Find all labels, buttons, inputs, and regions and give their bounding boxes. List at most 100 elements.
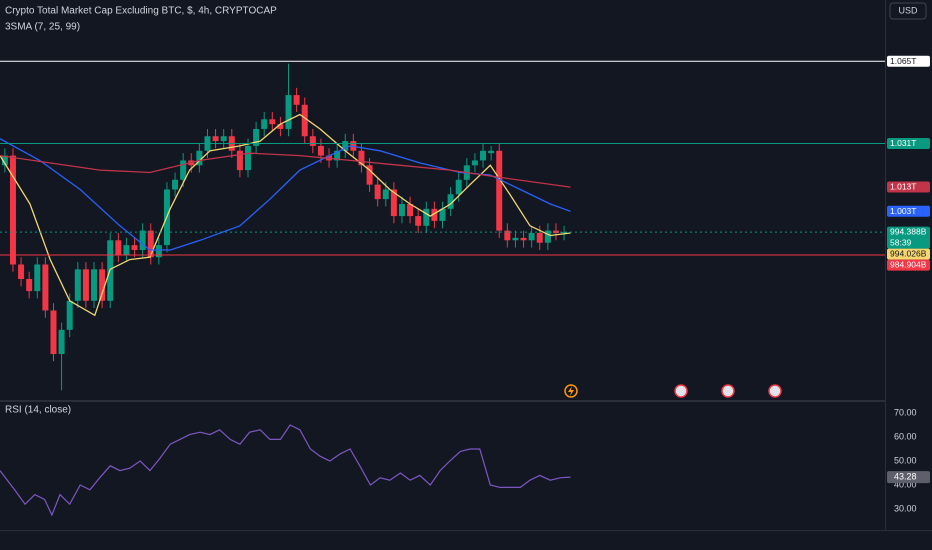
candle-body	[301, 104, 308, 137]
candle-body	[26, 279, 33, 292]
y-tick-label: 70.00	[894, 407, 917, 417]
rsi-value-box	[887, 471, 930, 484]
candle-body	[172, 179, 179, 190]
candle-body	[212, 136, 219, 142]
moving-average	[0, 152, 571, 188]
event-icon[interactable]	[564, 384, 578, 398]
candle-body	[512, 237, 519, 241]
candle-body	[342, 141, 349, 151]
y-tick-label: 60.00	[894, 431, 917, 441]
chart-title: Crypto Total Market Cap Excluding BTC, $…	[5, 6, 277, 17]
candle-body	[18, 264, 25, 280]
event-icons	[564, 384, 782, 398]
candle-body	[74, 269, 81, 301]
candle-body	[431, 208, 438, 221]
candle-body	[91, 269, 98, 301]
rsi-title: RSI (14, close)	[5, 405, 71, 416]
event-icon[interactable]	[768, 384, 782, 398]
candle-body	[50, 310, 57, 355]
event-icon[interactable]	[674, 384, 688, 398]
candle-body	[293, 95, 300, 105]
candle-body	[520, 237, 527, 241]
event-icon[interactable]	[721, 384, 735, 398]
moving-average	[0, 138, 571, 251]
candle-body	[366, 165, 373, 185]
price-label-box	[887, 181, 930, 193]
candle-body	[398, 203, 405, 217]
rsi-line	[0, 424, 571, 517]
candle-body	[196, 150, 203, 166]
price-label-box	[887, 226, 930, 249]
price-label: 1.013T	[890, 182, 916, 192]
candle-body	[1, 155, 8, 166]
price-label-box	[887, 248, 930, 260]
candle-body	[269, 119, 276, 125]
candle-body	[390, 189, 397, 217]
candle-body	[277, 124, 284, 129]
candle-body	[447, 194, 454, 209]
indicator-title: 3SMA (7, 25, 99)	[5, 22, 80, 33]
candle-body	[253, 128, 260, 146]
currency-button[interactable]	[889, 2, 927, 20]
candle-body	[99, 269, 106, 301]
candle-body	[528, 233, 535, 241]
rsi-value-label: 43.28	[894, 471, 917, 481]
price-label: 994.388B	[890, 227, 927, 237]
candle-body	[488, 150, 495, 154]
price-label-box	[887, 55, 930, 67]
candle-body	[34, 264, 41, 292]
candle-body	[317, 145, 324, 156]
y-tick-label: 40.00	[894, 479, 917, 489]
candle-body	[415, 216, 422, 226]
candle-body	[9, 155, 16, 265]
candle-body	[374, 184, 381, 200]
candle-body	[504, 230, 511, 241]
marks	[0, 60, 885, 517]
candle-body	[358, 150, 365, 166]
event-icon	[568, 386, 574, 396]
candle-body	[180, 160, 187, 180]
candle-body	[123, 245, 130, 255]
candle-body	[244, 145, 251, 171]
currency[interactable]: USD	[898, 5, 918, 15]
candle-body	[66, 300, 73, 330]
price-label: 984.904B	[890, 260, 927, 270]
candle-body	[382, 189, 389, 200]
candle-body	[544, 230, 551, 243]
candle-body	[561, 232, 568, 234]
price-label: 1.003T	[890, 206, 916, 216]
candle-body	[131, 245, 138, 250]
y-tick-label: 30.00	[894, 503, 917, 513]
candle-body	[236, 150, 243, 171]
candle-body	[285, 95, 292, 129]
candle-body	[480, 150, 487, 161]
price-label: 1.031T	[890, 138, 916, 148]
candle-body	[261, 119, 268, 129]
price-label: 1.065T	[890, 56, 916, 66]
candle-body	[496, 150, 503, 231]
candle-body	[471, 160, 478, 166]
candle-body	[407, 203, 414, 217]
candle-body	[309, 136, 316, 146]
candle-body	[155, 245, 162, 258]
candle-body	[139, 230, 146, 250]
countdown: 58:39	[890, 237, 912, 247]
candle-body	[82, 269, 89, 301]
price-label: 994.026B	[890, 249, 927, 259]
price-label-box	[887, 259, 930, 271]
candle-body	[42, 264, 49, 311]
candle-body	[115, 240, 122, 255]
price-label-box	[887, 137, 930, 149]
candle-body	[439, 208, 446, 221]
y-tick-label: 50.00	[894, 455, 917, 465]
candle-body	[455, 179, 462, 195]
candle-body	[423, 208, 430, 226]
candle-body	[58, 329, 65, 355]
candle-body	[536, 233, 543, 243]
candle-body	[220, 136, 227, 142]
candle-body	[334, 150, 341, 161]
